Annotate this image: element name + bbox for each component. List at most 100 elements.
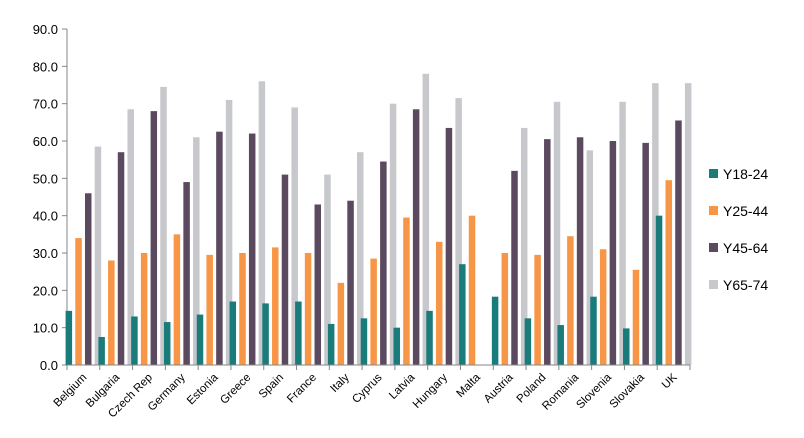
y-tick-label: 20.0 bbox=[33, 283, 58, 298]
y-tick-label: 70.0 bbox=[33, 97, 58, 112]
x-tick-label: Belgium bbox=[52, 372, 90, 410]
legend-label-y25-44: Y25-44 bbox=[723, 203, 768, 219]
x-tick-label: France bbox=[285, 372, 319, 406]
y-tick-label: 50.0 bbox=[33, 171, 58, 186]
bar-y45-64-greece bbox=[248, 133, 256, 365]
bar-y18-24-italy bbox=[327, 323, 335, 365]
bar-y18-24-cyprus bbox=[360, 318, 368, 365]
bar-y65-74-romania bbox=[586, 150, 594, 365]
legend-swatch-y18-24 bbox=[709, 169, 718, 178]
bar-y65-74-cyprus bbox=[389, 103, 397, 366]
bar-y25-44-france bbox=[304, 253, 312, 365]
bar-y18-24-uk bbox=[655, 215, 663, 365]
y-tick-label: 60.0 bbox=[33, 134, 58, 149]
bar-y25-44-cyprus bbox=[370, 258, 377, 365]
bar-y45-64-france bbox=[314, 204, 322, 365]
bar-y18-24-estonia bbox=[196, 314, 204, 365]
bar-y25-44-uk bbox=[665, 180, 673, 365]
bar-y18-24-romania bbox=[557, 325, 564, 365]
x-tick-label: Spain bbox=[257, 372, 286, 401]
bar-y25-44-poland bbox=[534, 254, 541, 365]
bar-y25-44-belgium bbox=[75, 238, 82, 365]
bar-y65-74-germany bbox=[193, 137, 200, 365]
legend-swatch-y45-64 bbox=[709, 243, 718, 252]
x-tick-label: Romania bbox=[540, 371, 581, 412]
bar-y45-64-estonia bbox=[216, 131, 223, 365]
bar-y45-64-austria bbox=[511, 170, 518, 365]
bar-y45-64-bulgaria bbox=[117, 152, 125, 365]
legend-swatch-y65-74 bbox=[709, 280, 718, 289]
x-tick-label: Cyprus bbox=[350, 371, 384, 405]
bar-y25-44-czech-rep bbox=[140, 253, 148, 365]
bar-y45-64-latvia bbox=[412, 109, 420, 366]
bar-y25-44-slovenia bbox=[599, 249, 607, 365]
bar-y65-74-bulgaria bbox=[127, 109, 134, 366]
bar-y45-64-uk bbox=[675, 120, 682, 365]
bar-y45-64-slovenia bbox=[609, 141, 617, 365]
bar-y25-44-estonia bbox=[206, 254, 213, 365]
x-tick-label: UK bbox=[660, 371, 680, 391]
bar-y65-74-greece bbox=[258, 81, 266, 366]
x-tick-label: Slovenia bbox=[574, 371, 614, 411]
bar-y25-44-romania bbox=[567, 236, 574, 365]
bar-y18-24-greece bbox=[229, 301, 237, 365]
bar-y65-74-slovenia bbox=[619, 101, 626, 366]
x-tick-label: Slovakia bbox=[608, 371, 648, 411]
bar-y45-64-italy bbox=[347, 200, 354, 365]
y-tick-label: 90.0 bbox=[33, 22, 58, 37]
bar-y18-24-poland bbox=[524, 318, 532, 365]
bar-y65-74-france bbox=[324, 174, 331, 365]
bar-y25-44-bulgaria bbox=[108, 260, 115, 365]
bar-y25-44-italy bbox=[337, 282, 345, 365]
bar-y65-74-czech-rep bbox=[160, 86, 167, 366]
bar-y18-24-slovenia bbox=[590, 296, 597, 365]
x-tick-label: Estonia bbox=[185, 371, 221, 407]
y-tick-label: 0.0 bbox=[40, 358, 58, 373]
bar-y25-44-latvia bbox=[403, 217, 410, 365]
x-tick-label: Malta bbox=[455, 371, 484, 400]
bar-y18-24-belgium bbox=[65, 310, 73, 365]
bar-y25-44-hungary bbox=[435, 241, 443, 365]
bar-y25-44-greece bbox=[239, 253, 246, 365]
y-tick-label: 40.0 bbox=[33, 209, 58, 224]
y-tick-label: 30.0 bbox=[33, 246, 58, 261]
bar-y45-64-slovakia bbox=[642, 142, 649, 365]
bar-y65-74-poland bbox=[553, 101, 561, 366]
bar-y45-64-poland bbox=[544, 139, 551, 365]
bars bbox=[65, 73, 692, 366]
bar-y65-74-uk bbox=[684, 83, 692, 365]
bar-y25-44-malta bbox=[468, 215, 476, 365]
x-tick-label: Greece bbox=[218, 372, 253, 407]
bar-y45-64-czech-rep bbox=[150, 111, 158, 365]
y-axis: 0.0 10.0 20.0 30.0 40.0 50.0 60.0 70.0 80.0 90.0 bbox=[33, 22, 68, 373]
bar-y25-44-slovakia bbox=[632, 269, 640, 365]
bar-y18-24-france bbox=[295, 301, 302, 365]
bar-y65-74-italy bbox=[357, 152, 364, 365]
bar-y25-44-austria bbox=[501, 253, 509, 365]
bar-y45-64-belgium bbox=[84, 193, 92, 365]
y-tick-label: 80.0 bbox=[33, 59, 58, 74]
bar-y65-74-spain bbox=[291, 107, 298, 366]
bar-y18-24-slovakia bbox=[623, 328, 630, 365]
bar-y18-24-latvia bbox=[393, 327, 400, 365]
bar-y25-44-germany bbox=[173, 234, 181, 365]
bar-y45-64-romania bbox=[576, 137, 584, 365]
legend-label-y18-24: Y18-24 bbox=[723, 166, 768, 182]
legend: Y18-24 Y25-44 Y45-64 Y65-74 bbox=[709, 166, 768, 293]
bar-y65-74-belgium bbox=[94, 146, 102, 365]
legend-label-y65-74: Y65-74 bbox=[723, 277, 768, 293]
legend-swatch-y25-44 bbox=[709, 206, 718, 215]
legend-label-y45-64: Y45-64 bbox=[723, 240, 768, 256]
bar-y45-64-spain bbox=[281, 174, 289, 365]
bar-y18-24-hungary bbox=[426, 310, 433, 365]
bar-y18-24-malta bbox=[459, 264, 466, 365]
x-tick-label: Hungary bbox=[411, 371, 450, 410]
bar-y65-74-austria bbox=[520, 127, 528, 366]
bar-y25-44-spain bbox=[272, 247, 279, 365]
bar-y65-74-slovakia bbox=[652, 83, 659, 365]
x-tick-label: Latvia bbox=[387, 371, 418, 402]
y-tick-label: 10.0 bbox=[33, 321, 58, 336]
x-tick-label: Italy bbox=[328, 371, 352, 395]
